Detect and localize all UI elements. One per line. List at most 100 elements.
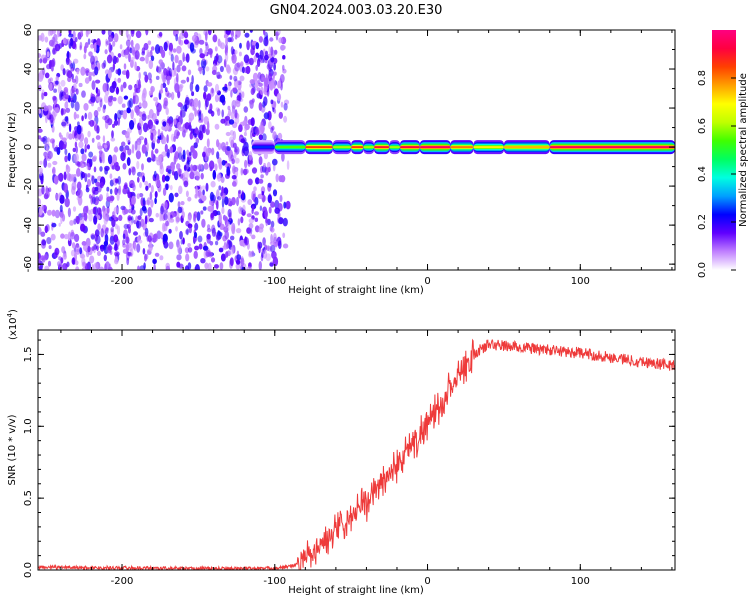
noise-speckle — [204, 41, 208, 47]
noise-speckle — [150, 132, 154, 141]
noise-speckle — [154, 148, 159, 154]
noise-speckle — [90, 43, 95, 49]
noise-speckle — [209, 199, 214, 206]
noise-speckle — [170, 161, 175, 172]
noise-speckle — [128, 226, 131, 234]
noise-speckle — [112, 62, 116, 71]
noise-speckle — [137, 215, 142, 221]
noise-speckle — [97, 106, 101, 112]
noise-speckle — [185, 190, 189, 198]
noise-speckle — [103, 94, 109, 104]
noise-speckle — [123, 223, 129, 230]
noise-speckle — [138, 117, 144, 127]
noise-speckle — [48, 245, 52, 250]
noise-speckle — [72, 130, 76, 140]
noise-speckle — [76, 114, 80, 119]
noise-speckle — [176, 261, 181, 268]
x-tick-label: -200 — [111, 576, 134, 587]
noise-speckle — [248, 99, 255, 105]
signal-band-segment — [450, 146, 474, 149]
noise-speckle — [126, 107, 131, 114]
noise-speckle — [103, 216, 108, 225]
noise-speckle — [234, 34, 238, 40]
noise-speckle — [101, 151, 106, 162]
noise-speckle — [51, 65, 54, 72]
noise-speckle — [250, 126, 256, 134]
noise-speckle — [229, 257, 234, 266]
noise-speckle — [67, 207, 71, 218]
noise-speckle — [248, 218, 254, 224]
noise-speckle — [73, 153, 79, 163]
noise-speckle — [97, 207, 102, 215]
noise-speckle — [81, 241, 87, 246]
noise-speckle — [280, 101, 284, 108]
noise-speckle — [47, 260, 52, 267]
noise-speckle — [80, 253, 86, 259]
noise-speckle — [165, 183, 169, 191]
noise-speckle — [181, 211, 185, 219]
noise-speckle — [232, 87, 238, 93]
noise-speckle — [138, 79, 141, 89]
noise-speckle — [255, 42, 260, 50]
noise-speckle — [147, 206, 152, 217]
noise-speckle — [153, 96, 159, 102]
noise-speckle — [113, 206, 119, 214]
noise-speckle — [224, 230, 229, 240]
noise-speckle — [59, 204, 63, 213]
noise-speckle — [262, 58, 265, 63]
noise-speckle — [51, 30, 56, 35]
noise-speckle — [187, 124, 192, 130]
noise-speckle — [164, 100, 169, 107]
noise-speckle — [162, 136, 167, 145]
noise-speckle — [248, 57, 254, 66]
noise-speckle — [206, 93, 212, 101]
noise-speckle — [229, 136, 234, 144]
noise-speckle — [156, 109, 160, 117]
noise-speckle — [180, 201, 185, 206]
noise-speckle — [193, 31, 199, 37]
signal-band-segment — [274, 146, 306, 149]
noise-speckle — [256, 87, 261, 92]
noise-speckle — [122, 163, 127, 170]
noise-speckle — [144, 180, 149, 186]
noise-speckle — [122, 187, 128, 195]
noise-speckle — [74, 37, 78, 43]
x-tick-label: -100 — [263, 276, 286, 287]
noise-speckle — [242, 168, 248, 176]
colorbar-tick-label: 0.8 — [697, 70, 708, 86]
noise-speckle — [236, 254, 242, 261]
noise-speckle — [142, 122, 149, 133]
noise-speckle — [166, 92, 172, 98]
noise-speckle — [60, 79, 66, 87]
noise-speckle — [95, 181, 101, 187]
noise-speckle — [187, 196, 192, 202]
noise-speckle — [129, 219, 134, 226]
noise-speckle — [170, 53, 174, 62]
noise-speckle — [249, 79, 256, 85]
noise-speckle — [270, 127, 274, 134]
noise-speckle — [176, 45, 182, 54]
noise-speckle — [217, 108, 221, 116]
noise-speckle — [131, 166, 136, 176]
noise-speckle — [228, 119, 235, 125]
noise-speckle — [146, 142, 149, 153]
noise-speckle — [158, 31, 163, 37]
snr-multiplier-exponent: 4 — [6, 312, 14, 317]
noise-speckle — [71, 73, 74, 80]
noise-speckle — [76, 68, 80, 75]
noise-speckle — [91, 39, 97, 44]
noise-speckle — [114, 146, 118, 152]
noise-speckle — [175, 216, 180, 224]
y-tick-label: 1.0 — [23, 418, 34, 434]
noise-speckle — [281, 152, 285, 162]
noise-speckle — [99, 166, 103, 172]
noise-speckle — [278, 217, 284, 225]
noise-speckle — [38, 128, 43, 133]
noise-speckle — [214, 163, 218, 172]
noise-speckle — [268, 46, 272, 54]
noise-speckle — [160, 72, 165, 80]
noise-speckle — [201, 195, 207, 202]
noise-speckle — [112, 123, 115, 128]
noise-speckle — [87, 111, 93, 120]
noise-speckle — [52, 139, 55, 149]
